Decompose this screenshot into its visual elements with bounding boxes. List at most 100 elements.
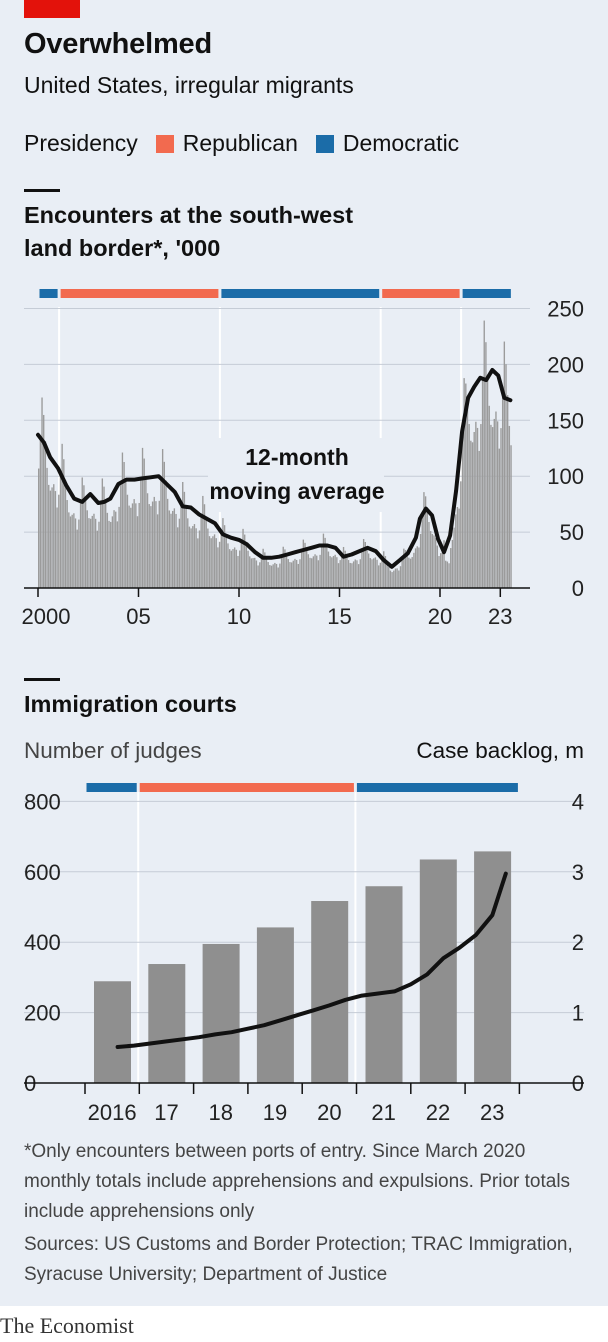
x-tick-label: 10 bbox=[227, 604, 251, 629]
monthly-bar bbox=[311, 558, 312, 588]
monthly-bar bbox=[150, 506, 151, 588]
monthly-bar bbox=[257, 565, 258, 588]
monthly-bar bbox=[227, 543, 228, 588]
x-tick-label: 20 bbox=[317, 1100, 341, 1125]
monthly-bar bbox=[98, 522, 99, 588]
monthly-bar bbox=[299, 559, 300, 588]
monthly-bar bbox=[160, 478, 161, 588]
presidency-bar-democratic bbox=[87, 783, 137, 792]
monthly-bar bbox=[510, 445, 511, 588]
monthly-bar bbox=[378, 565, 379, 588]
presidency-bar-democratic bbox=[40, 289, 58, 298]
monthly-bar bbox=[100, 503, 101, 588]
presidency-bar-democratic bbox=[463, 289, 511, 298]
monthly-bar bbox=[77, 530, 78, 588]
y-tick-label: 50 bbox=[560, 520, 584, 545]
monthly-bar bbox=[195, 528, 196, 588]
y-tick-label: 200 bbox=[547, 352, 584, 377]
monthly-bar bbox=[117, 521, 118, 588]
monthly-bar bbox=[433, 535, 434, 588]
monthly-bar bbox=[453, 528, 454, 588]
monthly-bar bbox=[249, 556, 250, 588]
monthly-bar bbox=[450, 548, 451, 588]
monthly-bar bbox=[417, 546, 418, 588]
monthly-bar bbox=[477, 428, 478, 588]
monthly-bar bbox=[112, 516, 113, 588]
legend-swatch-democratic bbox=[316, 135, 334, 153]
monthly-bar bbox=[489, 406, 490, 588]
monthly-bar bbox=[269, 565, 270, 588]
monthly-bar bbox=[177, 527, 178, 588]
monthly-bar bbox=[200, 515, 201, 588]
monthly-bar bbox=[192, 526, 193, 588]
monthly-bar bbox=[145, 476, 146, 588]
monthly-bar bbox=[294, 559, 295, 588]
monthly-bar bbox=[38, 469, 39, 588]
monthly-bar bbox=[495, 412, 496, 588]
monthly-bar bbox=[499, 449, 500, 588]
monthly-bar bbox=[239, 551, 240, 588]
x-tick-label: 23 bbox=[488, 604, 512, 629]
monthly-bar bbox=[118, 507, 119, 588]
monthly-bar bbox=[336, 557, 337, 588]
monthly-bar bbox=[155, 501, 156, 588]
monthly-bar bbox=[61, 444, 62, 588]
monthly-bar bbox=[373, 558, 374, 588]
monthly-bar bbox=[217, 547, 218, 588]
judges-bar bbox=[366, 886, 403, 1083]
monthly-bar bbox=[180, 502, 181, 588]
monthly-bar bbox=[130, 508, 131, 588]
monthly-bar bbox=[418, 547, 419, 588]
monthly-bar bbox=[231, 551, 232, 588]
monthly-bar bbox=[462, 435, 463, 588]
monthly-bar bbox=[251, 558, 252, 588]
moving-average-annotation: moving average bbox=[209, 478, 384, 504]
monthly-bar bbox=[303, 540, 304, 588]
presidency-bar-republican bbox=[382, 289, 459, 298]
monthly-bar bbox=[438, 556, 439, 588]
monthly-bar bbox=[400, 566, 401, 588]
monthly-bar bbox=[368, 554, 369, 588]
monthly-bar bbox=[206, 517, 207, 588]
monthly-bar bbox=[222, 518, 223, 588]
monthly-bar bbox=[254, 558, 255, 588]
monthly-bar bbox=[370, 558, 371, 588]
monthly-bar bbox=[430, 531, 431, 588]
monthly-bar bbox=[321, 546, 322, 588]
monthly-bar bbox=[102, 478, 103, 588]
monthly-bar bbox=[396, 568, 397, 588]
monthly-bar bbox=[298, 564, 299, 588]
y-tick-label: 150 bbox=[547, 408, 584, 433]
monthly-bar bbox=[381, 557, 382, 588]
monthly-bar bbox=[172, 511, 173, 588]
monthly-bar bbox=[276, 564, 277, 588]
monthly-bar bbox=[147, 493, 148, 588]
x-tick-label: 23 bbox=[480, 1100, 504, 1125]
monthly-bar bbox=[95, 519, 96, 588]
monthly-bar bbox=[318, 560, 319, 588]
monthly-bar bbox=[323, 534, 324, 588]
monthly-bar bbox=[51, 487, 52, 588]
monthly-bar bbox=[252, 558, 253, 588]
monthly-bar bbox=[351, 563, 352, 588]
monthly-bar bbox=[309, 558, 310, 588]
monthly-bar bbox=[375, 557, 376, 588]
monthly-bar bbox=[85, 498, 86, 588]
y-tick-label-right: 2 bbox=[572, 930, 584, 955]
monthly-bar bbox=[128, 506, 129, 588]
monthly-bar bbox=[92, 516, 93, 588]
monthly-bar bbox=[296, 560, 297, 588]
monthly-bar bbox=[319, 555, 320, 588]
footnote: *Only encounters between ports of entry.… bbox=[24, 1137, 584, 1227]
monthly-bar bbox=[68, 512, 69, 588]
monthly-bar bbox=[407, 554, 408, 588]
y-tick-label: 100 bbox=[547, 464, 584, 489]
monthly-bar bbox=[133, 499, 134, 588]
monthly-bar bbox=[65, 480, 66, 588]
monthly-bar bbox=[60, 472, 61, 588]
monthly-bar bbox=[455, 514, 456, 588]
monthly-bar bbox=[472, 442, 473, 588]
monthly-bar bbox=[72, 515, 73, 588]
monthly-bar bbox=[301, 551, 302, 588]
